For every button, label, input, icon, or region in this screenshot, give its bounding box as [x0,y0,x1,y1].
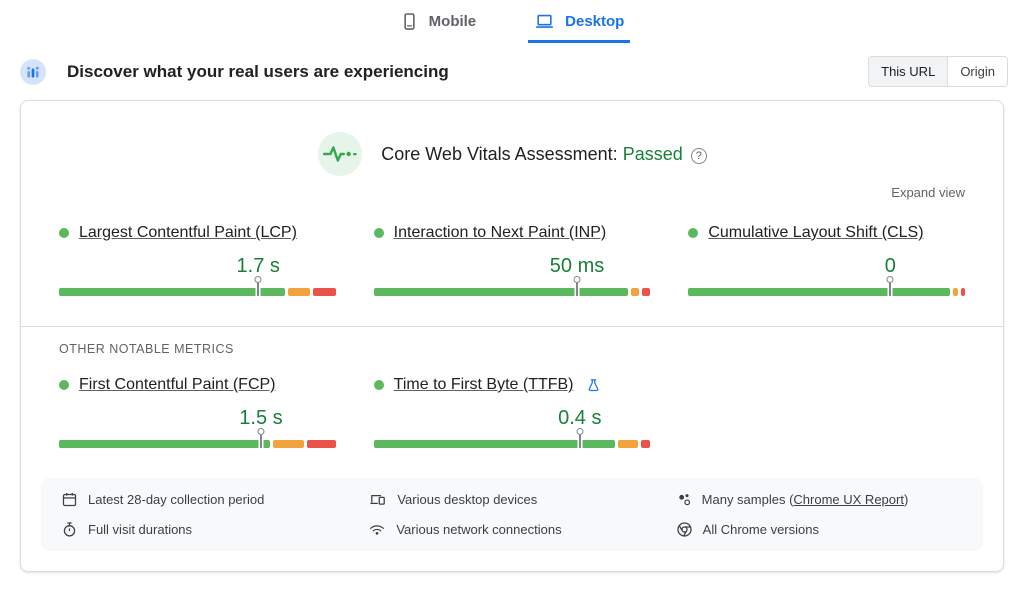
cwv-card: Core Web Vitals Assessment: Passed? Expa… [20,100,1004,572]
distribution-poor-segment [307,440,336,448]
field-data-header: Discover what your real users are experi… [20,56,1008,87]
metric-lcp: Largest Contentful Paint (LCP) 1.7 s [59,224,336,297]
section-divider [21,326,1003,327]
tab-mobile-label: Mobile [428,13,477,30]
metric-status-dot [688,228,699,238]
crux-info-text: Many samples (Chrome UX Report) [701,492,909,507]
scope-this-url-button[interactable]: This URL [869,57,948,86]
calendar-icon [61,491,78,508]
crux-info-item: All Chrome versions [676,521,963,538]
p75-marker-needle [257,283,260,296]
cwv-assessment-title: Core Web Vitals Assessment: Passed? [381,144,707,165]
chrome-ux-report-link[interactable]: Chrome UX Report [793,492,904,507]
devices-icon [368,491,387,508]
metric-link[interactable]: Cumulative Layout Shift (CLS) [708,224,924,241]
metric-status-dot [373,380,384,390]
crux-info-text: Full visit durations [88,522,193,537]
tab-desktop-label: Desktop [565,13,625,30]
p75-marker-needle [578,435,581,448]
metric-value: 50 ms [549,255,605,277]
crux-info-item: Various desktop devices [368,491,655,508]
stopwatch-icon [61,521,78,538]
chrome-icon [676,521,693,538]
field-data-title: Discover what your real users are experi… [67,61,449,81]
cwv-assessment-status: Passed [622,143,683,164]
crux-info-item: Many samples (Chrome UX Report) [676,491,963,508]
metric-inp: Interaction to Next Paint (INP) 50 ms [373,224,651,297]
distribution-good-segment [59,288,285,296]
cwv-assessment-title-text: Core Web Vitals Assessment: [381,143,618,164]
distribution-poor-segment [642,288,651,296]
expand-view-button[interactable]: Expand view [891,185,965,200]
crux-info-footer: Latest 28-day collection period Full vis… [41,478,983,551]
distribution-needs-improvement-segment [617,440,638,448]
metric-fcp: First Contentful Paint (FCP) 1.5 s [59,376,336,449]
help-icon[interactable]: ? [690,147,707,164]
device-tab-bar: Mobile Desktop [0,0,1024,43]
crux-info-item: Various network connections [368,521,655,538]
p75-marker-knob [576,428,584,435]
scope-origin-button[interactable]: Origin [947,57,1007,86]
other-metrics-row: First Contentful Paint (FCP) 1.5 s Time … [59,376,965,449]
metric-distribution-bar [373,276,651,297]
distribution-needs-improvement-segment [631,288,640,296]
metric-link[interactable]: First Contentful Paint (FCP) [79,376,276,393]
metric-value: 0.4 s [558,407,602,429]
distribution-poor-segment [640,440,651,448]
cwv-assessment-header: Core Web Vitals Assessment: Passed? [59,131,965,177]
scope-toggle: This URL Origin [868,56,1008,87]
distribution-good-segment [373,288,629,296]
crux-info-text: Various desktop devices [397,492,538,507]
tab-mobile[interactable]: Mobile [394,6,483,43]
metric-status-dot [59,380,69,390]
experimental-flask-icon [586,378,601,393]
crux-info-item: Full visit durations [61,521,348,538]
distribution-needs-improvement-segment [273,440,305,448]
metric-ttfb: Time to First Byte (TTFB) 0.4 s [373,376,651,449]
metric-status-dot [373,228,384,238]
distribution-poor-segment [960,288,965,296]
p75-marker-knob [254,276,262,283]
p75-marker-needle [259,435,262,448]
other-metrics-label: OTHER NOTABLE METRICS [59,342,234,356]
samples-icon [676,492,692,508]
tab-desktop[interactable]: Desktop [528,6,631,43]
metric-cls: Cumulative Layout Shift (CLS) 0 [688,224,965,297]
distribution-good-segment [373,440,615,448]
crux-info-item: Latest 28-day collection period [61,491,348,508]
metric-value: 0 [884,255,896,277]
mobile-icon [400,12,419,31]
pulse-icon [317,131,363,177]
desktop-icon [534,12,555,31]
distribution-good-segment [688,288,950,296]
metric-value: 1.5 s [239,407,283,429]
metric-distribution-bar [373,428,651,449]
metric-distribution-bar [59,428,336,449]
p75-marker-needle [889,283,892,296]
p75-marker-knob [257,428,265,435]
distribution-needs-improvement-segment [288,288,310,296]
crux-info-text: Various network connections [396,522,562,537]
distribution-poor-segment [312,288,336,296]
p75-marker-needle [576,283,578,296]
metric-link[interactable]: Interaction to Next Paint (INP) [393,224,607,241]
p75-marker-knob [886,276,894,283]
core-metrics-row: Largest Contentful Paint (LCP) 1.7 s Int… [59,224,965,297]
metric-status-dot [59,228,69,238]
p75-marker-knob [573,276,581,283]
network-icon [368,522,386,538]
crux-info-text: Latest 28-day collection period [88,492,265,507]
metric-link[interactable]: Largest Contentful Paint (LCP) [79,224,297,241]
users-data-icon [20,58,46,85]
distribution-good-segment [59,440,271,448]
distribution-needs-improvement-segment [952,288,958,296]
expand-view-row: Expand view [59,185,965,200]
metric-value: 1.7 s [236,255,280,277]
crux-info-text: All Chrome versions [702,522,819,537]
metric-link[interactable]: Time to First Byte (TTFB) [393,376,574,393]
metric-distribution-bar [59,276,336,297]
metric-distribution-bar [688,276,965,297]
